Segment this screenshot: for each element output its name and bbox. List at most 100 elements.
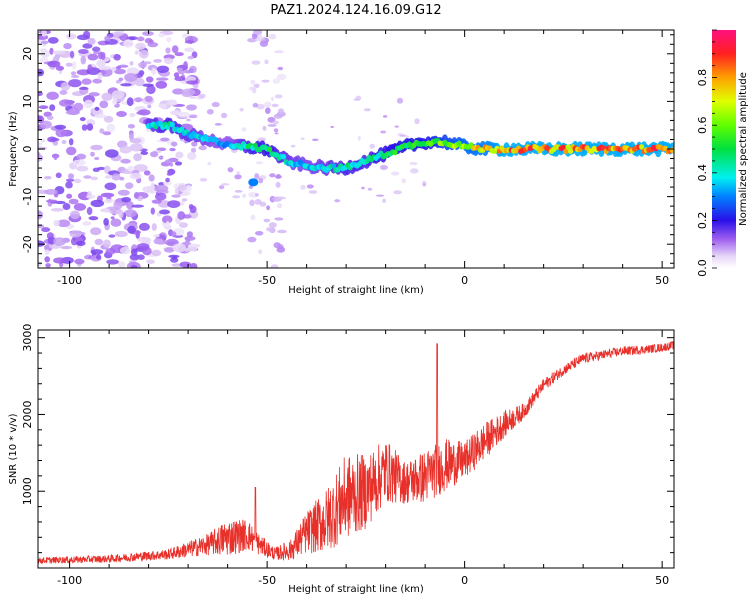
spectrogram-noise-blob	[247, 236, 257, 243]
spectrogram-noise-blob	[113, 54, 121, 61]
spectrogram-noise-blob	[271, 96, 274, 102]
spectrogram-noise-blob	[144, 95, 153, 103]
spectrogram-noise-blob	[133, 97, 144, 103]
spectrogram-noise-blob	[255, 161, 264, 165]
spectrogram-noise-blob	[94, 238, 104, 246]
spectrogram-noise-blob	[131, 204, 144, 208]
spectrogram-noise-blob	[57, 219, 71, 228]
spectrogram-x-axis-label: Height of straight line (km)	[288, 285, 424, 296]
spectrogram-noise-blob	[276, 173, 281, 179]
spectrogram-noise-blob	[256, 103, 265, 110]
spectrogram-noise-blob	[163, 57, 174, 64]
spectrogram-noise-blob	[102, 208, 110, 213]
spectrogram-noise-blob	[134, 78, 145, 87]
spectrogram-noise-blob	[129, 138, 142, 144]
spectrogram-noise-blob	[142, 31, 154, 36]
spectrogram-noise-blob	[186, 118, 191, 122]
spectrogram-noise-blob	[130, 248, 138, 256]
spectrogram-noise-blob	[146, 76, 154, 83]
spectrogram-noise-blob	[394, 125, 399, 128]
spectrogram-noise-blob	[308, 190, 318, 194]
spectrogram-noise-blob	[154, 184, 169, 193]
spectrogram-noise-blob	[158, 33, 166, 38]
spectrogram-noise-blob	[119, 145, 132, 154]
spectrogram-noise-blob	[38, 91, 43, 97]
colorbar-tick-label: 0.6	[696, 116, 709, 134]
spectrogram-noise-blob	[399, 134, 407, 137]
spectrogram-noise-blob	[140, 151, 149, 156]
spectrogram-noise-blob	[72, 61, 77, 70]
spectrogram-noise-blob	[46, 91, 59, 101]
spectrogram-noise-blob	[81, 78, 92, 85]
spectrogram-noise-blob	[198, 93, 206, 99]
spectrogram-noise-blob	[155, 192, 167, 201]
spectrogram-noise-blob	[181, 198, 188, 202]
spectrogram-noise-blob	[83, 99, 94, 109]
spectrogram-noise-blob	[276, 196, 286, 200]
spectrogram-noise-blob	[113, 200, 123, 210]
spectrogram-noise-blob	[94, 106, 100, 111]
spectrogram-noise-blob	[207, 161, 212, 166]
spectrogram-noise-blob	[70, 71, 77, 76]
spectrogram-noise-blob	[300, 184, 306, 190]
spectrogram-noise-blob	[121, 197, 131, 203]
spectrogram-noise-blob	[206, 109, 214, 115]
spectrogram-noise-blob	[422, 183, 426, 187]
spectrogram-noise-blob	[150, 151, 159, 158]
spectrogram-noise-blob	[254, 173, 259, 178]
spectrogram-noise-blob	[172, 88, 185, 95]
spectrogram-noise-blob	[75, 240, 86, 246]
spectrogram-noise-blob	[188, 204, 194, 210]
spectrogram-noise-blob	[151, 199, 162, 204]
snr-y-axis-label: SNR (10 * v/v)	[8, 413, 19, 484]
spectrogram-noise-blob	[110, 32, 124, 37]
spectrogram-noise-blob	[55, 128, 67, 138]
spectrogram-y-axis-label: Frequency (Hz)	[8, 111, 19, 187]
spectrogram-noise-blob	[187, 244, 198, 252]
spectrogram-noise-blob	[87, 53, 99, 61]
spectrogram-noise-blob	[68, 79, 82, 88]
spectrogram-noise-blob	[300, 137, 305, 140]
spectrogram-noise-blob	[104, 175, 113, 179]
snr-panel: -100 -50 0 50 1000 2000 3000 Height of straigh…	[8, 324, 675, 595]
spectrogram-noise-blob	[82, 43, 93, 49]
spectrogram-noise-blob	[178, 111, 191, 118]
spectrogram-noise-blob	[150, 182, 155, 191]
colorbar-tick-label: 0.0	[696, 259, 709, 277]
colorbar: 0.0 0.2 0.4 0.6 0.8 Normalized spectral ampl…	[696, 29, 749, 277]
spectrogram-noise-blob	[111, 97, 118, 106]
spectrogram-noise-blob	[269, 173, 276, 178]
spectrogram-noise-blob	[186, 185, 192, 192]
spectrogram-noise-blob	[130, 265, 138, 268]
spectrogram-noise-blob	[148, 174, 155, 182]
spectrogram-noise-blob	[114, 230, 128, 238]
spectrogram-noise-blob	[155, 81, 168, 89]
spectrogram-noise-blob	[49, 104, 56, 111]
spectrogram-noise-blob	[103, 115, 114, 123]
spectrogram-noise-blob	[174, 186, 179, 196]
spectrogram-noise-blob	[74, 178, 82, 184]
spectrogram-noise-blob	[185, 236, 191, 243]
spectrogram-noise-blob	[46, 115, 54, 121]
spectrogram-noise-blob	[272, 78, 281, 84]
snr-y-tick-label: 1000	[21, 477, 34, 505]
spectrogram-noise-blob	[118, 77, 124, 82]
spectrogram-noise-blob	[161, 215, 173, 224]
snr-y-tick-label: 2000	[21, 400, 34, 428]
spectrogram-noise-blob	[163, 181, 173, 186]
spectrogram-noise-blob	[62, 203, 71, 210]
spectrogram-noise-blob	[90, 176, 98, 181]
spectrogram-noise-blob	[134, 50, 139, 55]
spectrogram-noise-blob	[172, 243, 187, 253]
spectrogram-noise-blob	[259, 40, 269, 47]
spectrogram-noise-blob	[40, 48, 47, 52]
spectrogram-noise-blob	[102, 239, 111, 248]
spectrogram-noise-blob	[102, 131, 112, 136]
spectrogram-noise-blob	[59, 90, 68, 95]
spectrogram-noise-blob	[65, 178, 75, 182]
spectrogram-noise-blob	[129, 131, 134, 141]
spectrogram-noise-blob	[165, 177, 170, 183]
spectrogram-noise-blob	[97, 72, 103, 80]
spectrogram-noise-blob	[401, 178, 406, 184]
